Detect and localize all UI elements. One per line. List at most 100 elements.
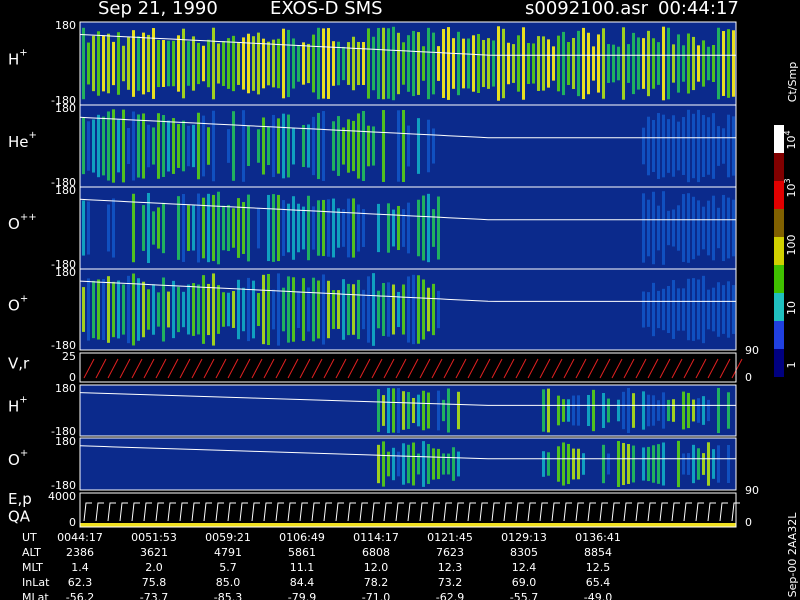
trace-line [611, 358, 623, 379]
spectrogram-stripe [557, 446, 560, 482]
spectrogram-stripe [417, 32, 420, 95]
spectrogram-stripe [647, 394, 650, 427]
panel-label-sup: + [20, 448, 28, 459]
spectrogram-stripe [677, 34, 680, 93]
trace-line [287, 502, 296, 522]
trace-line [119, 358, 131, 379]
spectrogram-stripe [652, 445, 655, 483]
trace-line [419, 358, 431, 379]
colorbar-tick-label: 100 [785, 235, 798, 256]
table-cell: 1.4 [71, 561, 89, 574]
spectrogram-stripe [242, 287, 245, 332]
spectrogram-stripe [282, 287, 285, 332]
spectrogram-stripe [397, 110, 400, 182]
spectrogram-stripe [312, 116, 315, 176]
spectrogram-stripe [132, 273, 135, 346]
spectrogram-stripe [447, 453, 450, 475]
spectrogram-stripe [362, 289, 365, 330]
trace-line [203, 358, 215, 379]
trace-line [395, 502, 404, 522]
spectrogram-stripe [702, 396, 705, 425]
spectrogram-stripe [577, 30, 580, 97]
spectrogram-stripe [397, 32, 400, 95]
spectrogram-stripe [197, 193, 200, 263]
spectrogram-stripe [427, 27, 430, 100]
spectrogram-stripe [332, 198, 335, 258]
spectrogram-stripe [412, 442, 415, 486]
y-tick-label: -180 [51, 479, 76, 492]
trace-line [419, 502, 428, 522]
spectrogram-stripe [522, 27, 525, 100]
spectrogram-stripe [262, 274, 265, 345]
spectrogram-stripe [677, 205, 680, 251]
spectrogram-stripe [272, 194, 275, 262]
spectrogram-stripe [717, 27, 720, 100]
spectrogram-stripe [427, 392, 430, 429]
spectrogram-stripe [712, 45, 715, 82]
time: 00:44:17 [658, 0, 739, 19]
trace-line [299, 502, 308, 522]
table-cell: 69.0 [512, 576, 537, 589]
table-cell: 12.4 [512, 561, 537, 574]
spectrogram-stripe [212, 194, 215, 262]
y-tick-label: 180 [55, 102, 76, 115]
trace-line [563, 358, 575, 379]
spectrogram-stripe [627, 44, 630, 83]
spectrogram-stripe [192, 124, 195, 168]
spectrogram-stripe [647, 199, 650, 257]
spectrogram-stripe [607, 453, 610, 475]
y-tick-label: 180 [55, 382, 76, 395]
spectrogram-stripe [682, 391, 685, 430]
spectrogram-stripe [647, 292, 650, 327]
spectrogram-stripe [732, 285, 735, 334]
spectrogram-stripe [292, 196, 295, 260]
trace-line [659, 358, 671, 379]
spectrogram-stripe [217, 43, 220, 84]
panel-label: O+ [8, 294, 28, 315]
spectrogram-stripe [457, 391, 460, 430]
y-tick-label: -180 [51, 258, 76, 271]
trace-line [647, 358, 659, 379]
panel-background [80, 493, 736, 527]
spectrogram-stripe [642, 391, 645, 430]
spectrogram-stripe [197, 42, 200, 85]
spectrogram-stripe [682, 453, 685, 475]
spectrogram-stripe [687, 193, 690, 263]
spectrogram-stripe [437, 448, 440, 480]
spectrogram-stripe [342, 209, 345, 247]
spectrogram-stripe [147, 34, 150, 93]
spectrogram-stripe [547, 388, 550, 433]
table-cell: 0121:45 [427, 531, 473, 544]
spectrogram-stripe [247, 277, 250, 342]
spectrogram-stripe [142, 113, 145, 179]
panel-label: H+ [8, 395, 28, 416]
y2-tick-label: 90 [745, 344, 759, 357]
spectrogram-stripe [242, 202, 245, 254]
spectrogram-stripe [532, 43, 535, 84]
spectrogram-stripe [407, 202, 410, 254]
spectrogram-stripe [417, 275, 420, 344]
spectrogram-stripe [202, 115, 205, 177]
table-cell: 5.7 [219, 561, 237, 574]
spectrogram-stripe [277, 194, 280, 262]
spectrogram-stripe [632, 445, 635, 483]
spectrogram-stripe [642, 291, 645, 328]
spectrogram-stripe [347, 42, 350, 85]
spectrogram-stripe [427, 444, 430, 484]
spectrogram-stripe [82, 117, 85, 175]
trace-line [371, 502, 380, 522]
spectrogram-stripe [717, 207, 720, 249]
table-cell: 0114:17 [353, 531, 399, 544]
spectrogram-stripe [727, 197, 730, 259]
spectrogram-stripe [707, 289, 710, 330]
trace-line [515, 358, 527, 379]
spectrogram-stripe [677, 440, 680, 488]
spectrogram-stripe [362, 42, 365, 85]
spectrogram-stripe [232, 35, 235, 92]
spectrogram-stripe [262, 117, 265, 175]
trace-line [671, 502, 680, 522]
spectrogram-stripe [727, 29, 730, 98]
spectrogram-stripe [132, 111, 135, 181]
spectrogram-stripe [92, 35, 95, 92]
trace-line [719, 502, 728, 522]
